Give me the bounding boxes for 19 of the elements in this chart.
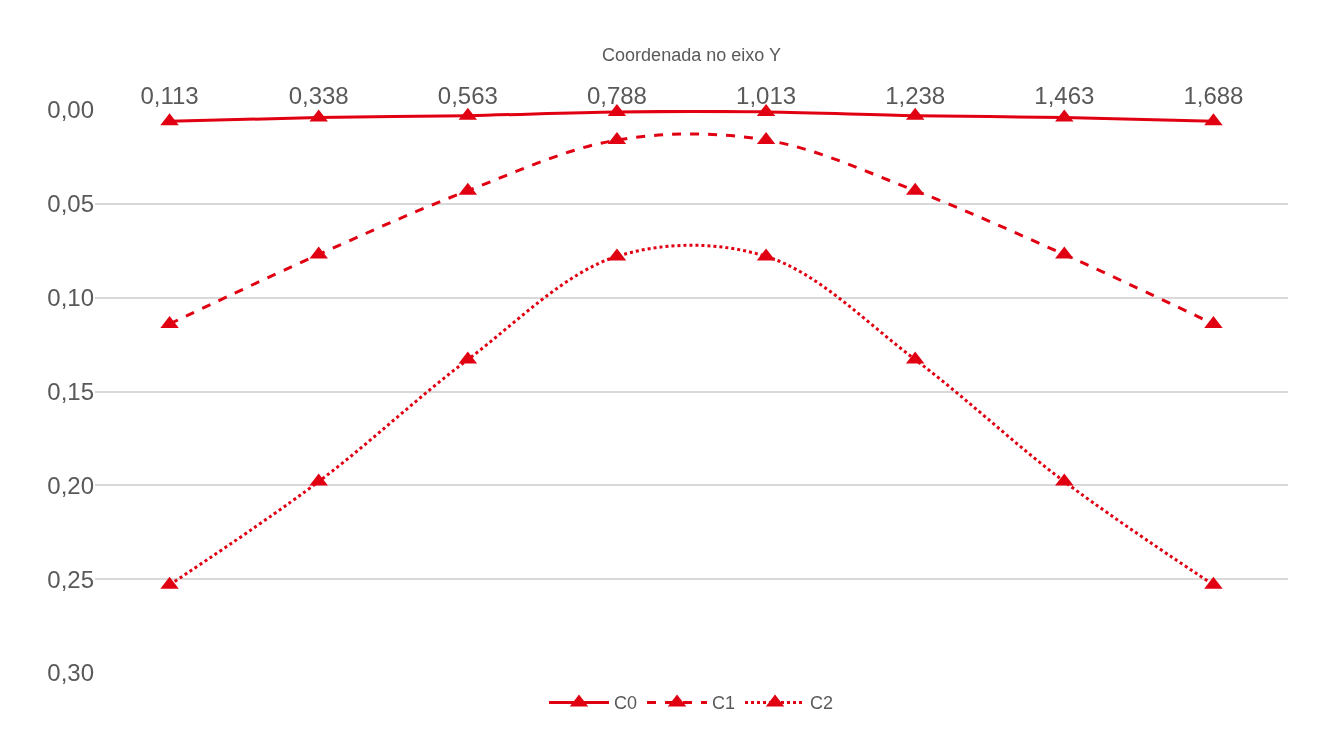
legend-label: C1 <box>712 693 736 714</box>
x-tick-label: 1,688 <box>1183 82 1244 110</box>
x-tick-label: 0,113 <box>140 82 199 110</box>
x-axis-title: Coordenada no eixo Y <box>602 45 781 66</box>
x-tick-label: 0,563 <box>437 82 498 110</box>
y-tick-label: 0,30 <box>47 659 94 687</box>
y-tick-label: 0,10 <box>47 284 94 312</box>
x-tick-label: 0,788 <box>586 82 647 110</box>
y-tick-label: 0,00 <box>47 96 94 124</box>
y-tick-label: 0,15 <box>47 377 94 405</box>
y-tick-label: 0,05 <box>47 190 94 218</box>
y-tick-label: 0,20 <box>47 471 94 499</box>
x-tick-label: 1,013 <box>736 82 797 110</box>
legend-label: C0 <box>614 693 638 714</box>
y-tick-label: 0,25 <box>47 565 94 593</box>
x-tick-label: 0,338 <box>288 82 349 110</box>
x-tick-label: 1,463 <box>1034 82 1095 110</box>
x-tick-label: 1,238 <box>885 82 946 110</box>
legend-label: C2 <box>810 693 834 714</box>
